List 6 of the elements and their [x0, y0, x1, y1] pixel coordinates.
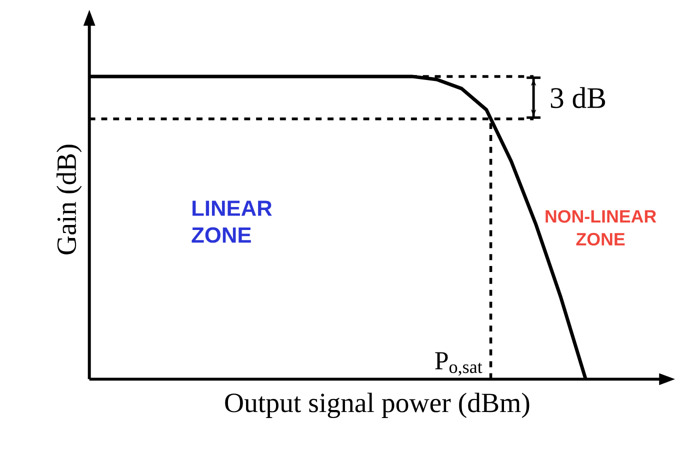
annotation: P$_{o,sat}$ — [435, 352, 482, 376]
x-axis-title: Output signal power (dBm) — [225, 392, 530, 418]
annotation: 3 dB — [550, 87, 606, 108]
annotation: NON-LINEAR ZONE — [546, 210, 656, 246]
annotation: LINEAR ZONE — [192, 200, 272, 243]
y-axis-title: Gain (dB) — [56, 144, 82, 255]
